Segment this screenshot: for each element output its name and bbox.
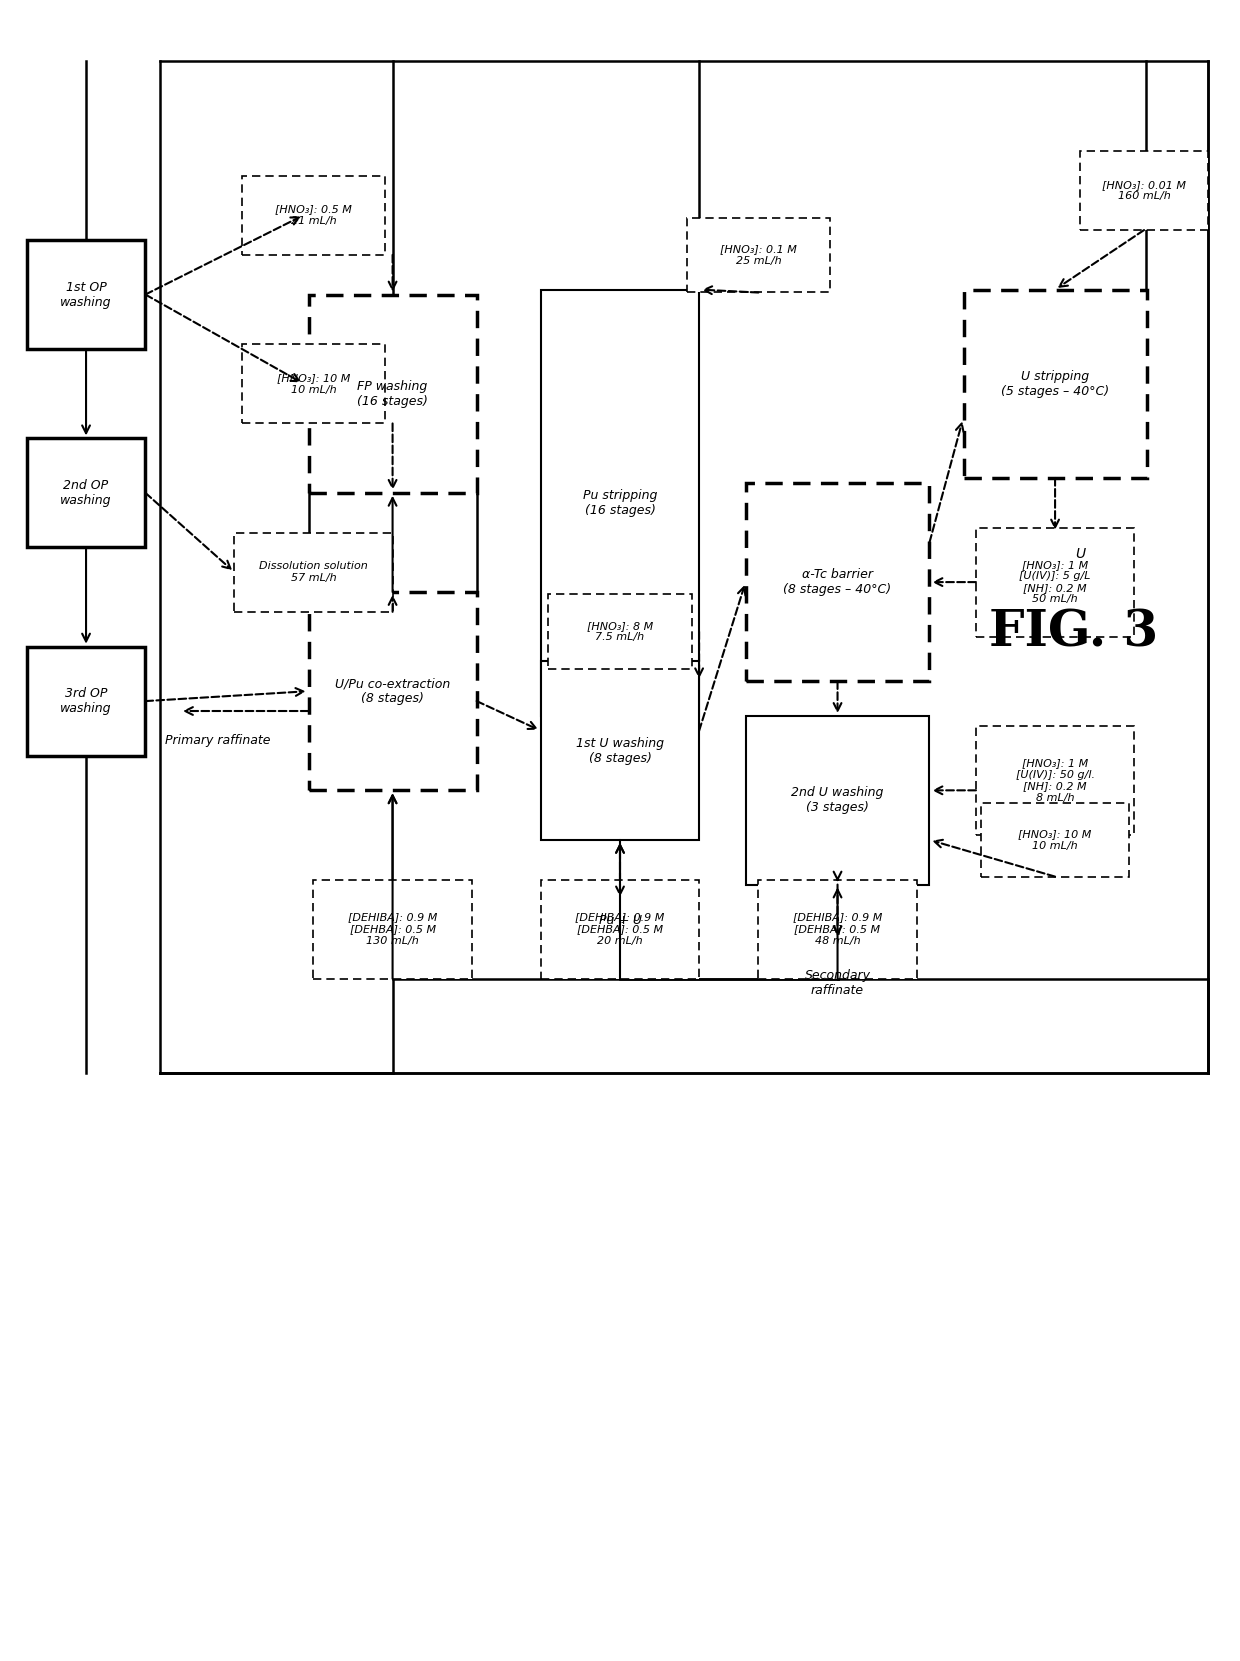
Text: U/Pu co-extraction
(8 stages): U/Pu co-extraction (8 stages) xyxy=(335,678,450,706)
Text: Pu stripping
(16 stages): Pu stripping (16 stages) xyxy=(583,488,657,517)
Text: U stripping
(5 stages – 40°C): U stripping (5 stages – 40°C) xyxy=(1001,370,1109,397)
Text: 2nd OP
washing: 2nd OP washing xyxy=(61,478,112,507)
Text: Primary raffinate: Primary raffinate xyxy=(165,734,270,747)
Text: [HNO₃]: 8 M
7.5 mL/h: [HNO₃]: 8 M 7.5 mL/h xyxy=(587,621,653,643)
Text: [DEHIBA]: 0.9 M
[DEHBA]: 0.5 M
48 mL/h: [DEHIBA]: 0.9 M [DEHBA]: 0.5 M 48 mL/h xyxy=(792,912,882,945)
Text: [HNO₃]: 0.5 M
21 mL/h: [HNO₃]: 0.5 M 21 mL/h xyxy=(275,204,352,226)
Bar xyxy=(746,716,929,885)
Bar xyxy=(963,289,1147,478)
Bar xyxy=(687,218,830,292)
Text: Secondary
raffinate: Secondary raffinate xyxy=(805,968,870,997)
Text: 1st OP
washing: 1st OP washing xyxy=(61,281,112,309)
Bar xyxy=(242,344,386,424)
Bar xyxy=(314,880,471,978)
Bar xyxy=(541,289,699,716)
Bar xyxy=(27,239,145,349)
Text: [HNO₃]: 1 M
[U(IV)]: 5 g/L
[NH]: 0.2 M
50 mL/h: [HNO₃]: 1 M [U(IV)]: 5 g/L [NH]: 0.2 M 5… xyxy=(1019,560,1091,605)
Bar xyxy=(981,802,1130,877)
Text: Dissolution solution
57 mL/h: Dissolution solution 57 mL/h xyxy=(259,561,368,583)
Bar xyxy=(976,528,1135,636)
Text: 3rd OP
washing: 3rd OP washing xyxy=(61,688,112,716)
Bar xyxy=(759,880,916,978)
Bar xyxy=(27,439,145,548)
Text: FP washing
(16 stages): FP washing (16 stages) xyxy=(357,380,428,407)
Bar xyxy=(309,591,476,791)
Text: [DEHIBA]: 0.9 M
[DEHBA]: 0.5 M
130 mL/h: [DEHIBA]: 0.9 M [DEHBA]: 0.5 M 130 mL/h xyxy=(348,912,438,945)
Text: α-Tc barrier
(8 stages – 40°C): α-Tc barrier (8 stages – 40°C) xyxy=(784,568,892,596)
Text: 1st U washing
(8 stages): 1st U washing (8 stages) xyxy=(577,737,663,764)
Text: [HNO₃]: 0.1 M
25 mL/h: [HNO₃]: 0.1 M 25 mL/h xyxy=(720,244,797,266)
Bar xyxy=(309,294,476,493)
Text: FIG. 3: FIG. 3 xyxy=(990,608,1158,658)
Bar xyxy=(242,176,386,254)
Bar xyxy=(746,483,929,681)
Text: Pu + U: Pu + U xyxy=(599,914,641,927)
Text: [HNO₃]: 10 M
10 mL/h: [HNO₃]: 10 M 10 mL/h xyxy=(1018,829,1091,850)
Bar xyxy=(541,661,699,840)
Text: [DEHIBA]: 0.9 M
[DEHBA]: 0.5 M
20 mL/h: [DEHIBA]: 0.9 M [DEHBA]: 0.5 M 20 mL/h xyxy=(575,912,665,945)
Text: 2nd U washing
(3 stages): 2nd U washing (3 stages) xyxy=(791,786,884,814)
Bar xyxy=(234,533,393,611)
Bar xyxy=(976,726,1135,835)
Text: U: U xyxy=(1075,548,1085,561)
Bar xyxy=(548,595,692,669)
Text: [HNO₃]: 10 M
10 mL/h: [HNO₃]: 10 M 10 mL/h xyxy=(277,374,350,395)
Bar xyxy=(1080,151,1208,231)
Bar xyxy=(541,880,699,978)
Bar xyxy=(27,646,145,756)
Text: [HNO₃]: 0.01 M
160 mL/h: [HNO₃]: 0.01 M 160 mL/h xyxy=(1102,179,1187,201)
Text: [HNO₃]: 1 M
[U(IV)]: 50 g/l.
[NH]: 0.2 M
8 mL/h: [HNO₃]: 1 M [U(IV)]: 50 g/l. [NH]: 0.2 M… xyxy=(1016,757,1095,802)
